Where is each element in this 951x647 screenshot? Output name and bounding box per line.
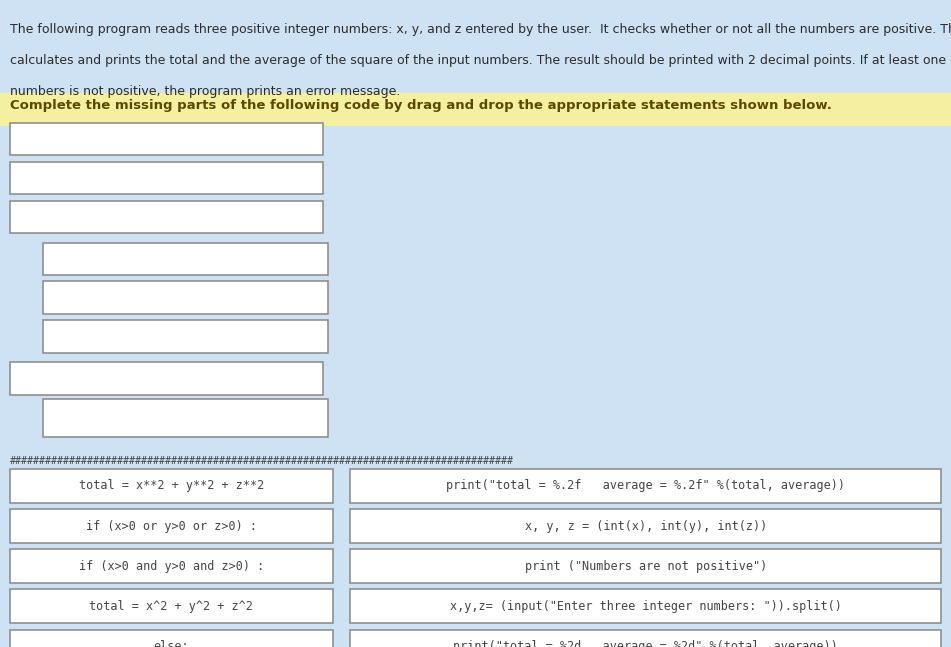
Text: print ("Numbers are not positive"): print ("Numbers are not positive") xyxy=(525,560,767,573)
FancyBboxPatch shape xyxy=(10,162,323,194)
Text: x, y, z = (int(x), int(y), int(z)): x, y, z = (int(x), int(y), int(z)) xyxy=(525,520,767,532)
Text: The following program reads three positive integer numbers: x, y, and z entered : The following program reads three positi… xyxy=(10,23,951,36)
FancyBboxPatch shape xyxy=(10,589,333,623)
Text: x,y,z= (input("Enter three integer numbers: ")).split(): x,y,z= (input("Enter three integer numbe… xyxy=(450,600,842,613)
FancyBboxPatch shape xyxy=(43,243,328,275)
FancyBboxPatch shape xyxy=(10,123,323,155)
FancyBboxPatch shape xyxy=(43,320,328,353)
Text: else:: else: xyxy=(153,640,189,647)
FancyBboxPatch shape xyxy=(10,549,333,583)
Text: ################################################################################: ########################################… xyxy=(10,456,514,466)
FancyBboxPatch shape xyxy=(10,201,323,233)
FancyBboxPatch shape xyxy=(0,93,951,126)
Text: numbers is not positive, the program prints an error message.: numbers is not positive, the program pri… xyxy=(10,85,399,98)
Text: if (x>0 or y>0 or z>0) :: if (x>0 or y>0 or z>0) : xyxy=(86,520,257,532)
Text: total = x^2 + y^2 + z^2: total = x^2 + y^2 + z^2 xyxy=(89,600,253,613)
FancyBboxPatch shape xyxy=(43,399,328,437)
FancyBboxPatch shape xyxy=(350,630,941,647)
FancyBboxPatch shape xyxy=(10,630,333,647)
FancyBboxPatch shape xyxy=(350,549,941,583)
FancyBboxPatch shape xyxy=(350,469,941,503)
Text: print("total = %.2f   average = %.2f" %(total, average)): print("total = %.2f average = %.2f" %(to… xyxy=(446,479,845,492)
Text: calculates and prints the total and the average of the square of the input numbe: calculates and prints the total and the … xyxy=(10,54,951,67)
FancyBboxPatch shape xyxy=(350,509,941,543)
Text: total = x**2 + y**2 + z**2: total = x**2 + y**2 + z**2 xyxy=(79,479,263,492)
FancyBboxPatch shape xyxy=(10,362,323,395)
FancyBboxPatch shape xyxy=(10,469,333,503)
Text: Complete the missing parts of the following code by drag and drop the appropriat: Complete the missing parts of the follow… xyxy=(10,99,831,112)
Text: print("total = %2d   average = %2d" %(total, average)): print("total = %2d average = %2d" %(tota… xyxy=(454,640,838,647)
FancyBboxPatch shape xyxy=(43,281,328,314)
Text: if (x>0 and y>0 and z>0) :: if (x>0 and y>0 and z>0) : xyxy=(79,560,263,573)
FancyBboxPatch shape xyxy=(10,509,333,543)
FancyBboxPatch shape xyxy=(350,589,941,623)
